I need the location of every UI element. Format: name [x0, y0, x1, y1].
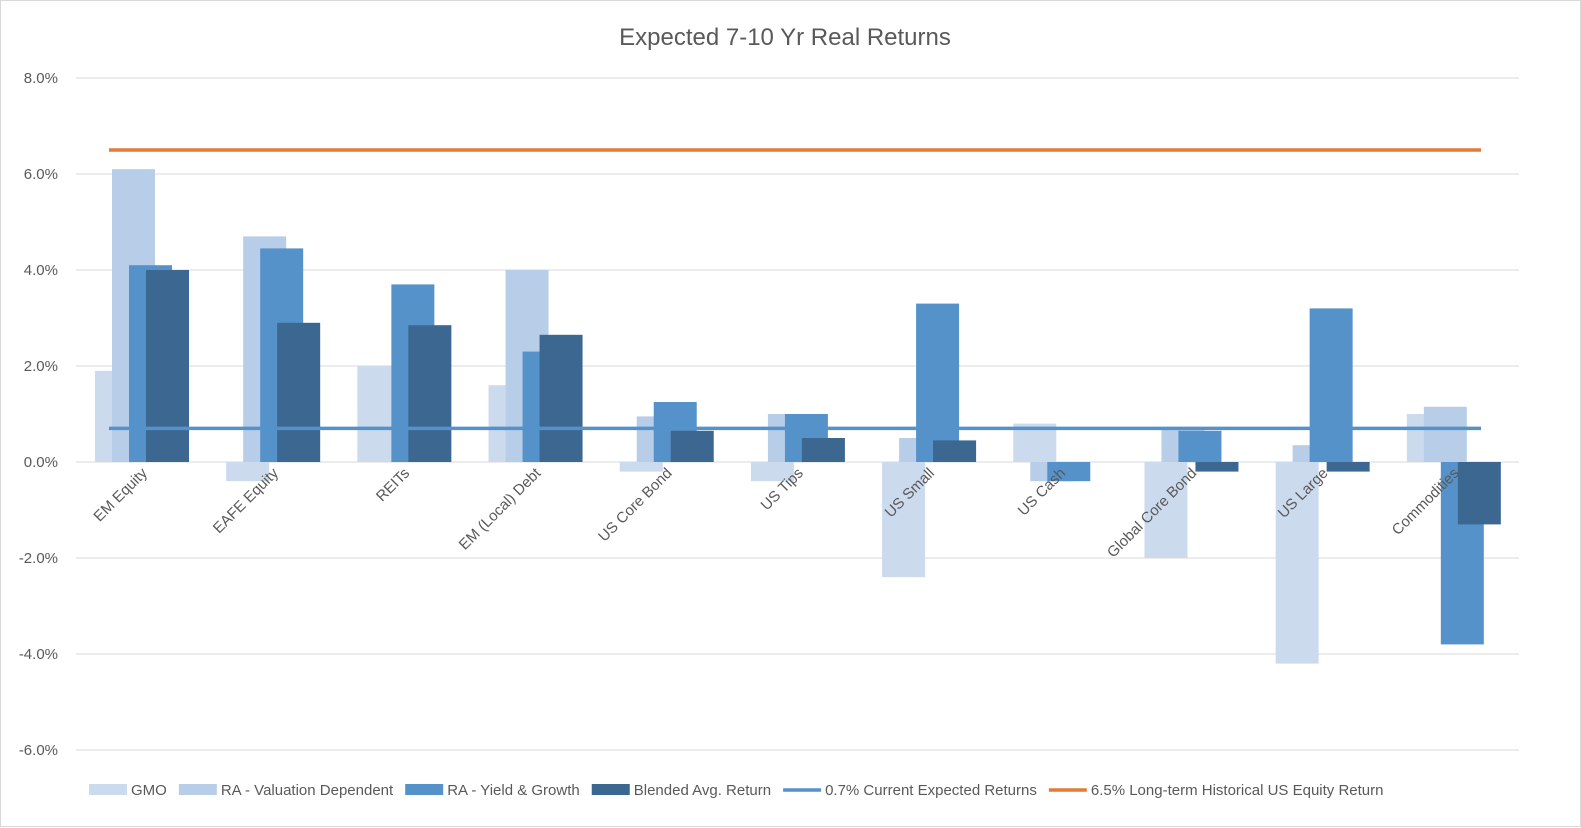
bar-4-11 [1457, 462, 1501, 525]
legend-swatch [591, 784, 630, 795]
bar-1-10 [1275, 462, 1319, 664]
legend-swatch [89, 784, 127, 795]
bar-4-3 [408, 325, 452, 462]
y-tick-label: 6.0% [24, 166, 58, 183]
bar-2-11 [1423, 406, 1467, 462]
y-tick-label: -2.0% [19, 550, 58, 567]
category-label: REITs [373, 465, 413, 505]
legend-label: GMO [131, 782, 167, 799]
legend-label: RA - Valuation Dependent [221, 782, 394, 799]
y-tick-label: -4.0% [19, 646, 58, 663]
reference-lines [109, 148, 1481, 431]
bars [95, 169, 1501, 664]
category-label: EM Equity [90, 464, 151, 525]
bar-1-9 [1144, 462, 1188, 558]
bar-1-2 [226, 462, 270, 482]
y-tick-label: 4.0% [24, 262, 58, 279]
bar-4-9 [1195, 462, 1239, 472]
legend-swatch [405, 784, 444, 795]
bar-4-4 [539, 334, 583, 462]
y-axis-ticks: 8.0% 6.0% 4.0% 2.0% 0.0% -2.0% -4.0% -6.0% [19, 70, 58, 759]
legend: GMO RA - Valuation Dependent RA - Yield & … [89, 782, 1383, 799]
category-label: US Core Bond [595, 465, 675, 545]
bar-4-6 [801, 438, 845, 462]
category-label: EM (Local) Debt [456, 464, 545, 553]
legend-label: Blended Avg. Return [634, 782, 771, 799]
legend-label: 6.5% Long-term Historical US Equity Retu… [1091, 782, 1384, 799]
y-tick-label: 0.0% [24, 454, 58, 471]
bar-4-2 [277, 322, 321, 462]
bar-3-10 [1309, 308, 1353, 462]
bar-4-5 [670, 430, 714, 462]
legend-label: 0.7% Current Expected Returns [825, 782, 1037, 799]
bar-1-6 [750, 462, 794, 482]
bar-3-9 [1178, 430, 1222, 462]
bar-4-1 [146, 270, 189, 462]
bar-1-7 [882, 462, 926, 578]
bar-3-7 [916, 303, 960, 462]
bar-4-7 [933, 440, 977, 462]
legend-label: RA - Yield & Growth [447, 782, 580, 799]
bar-1-5 [619, 462, 663, 472]
y-tick-label: 8.0% [24, 70, 58, 87]
bar-3-8 [1047, 462, 1091, 482]
bar-4-10 [1326, 462, 1370, 472]
chart-title: Expected 7-10 Yr Real Returns [619, 24, 951, 51]
legend-swatch [178, 784, 217, 795]
y-tick-label: -6.0% [19, 742, 58, 759]
y-tick-label: 2.0% [24, 358, 58, 375]
